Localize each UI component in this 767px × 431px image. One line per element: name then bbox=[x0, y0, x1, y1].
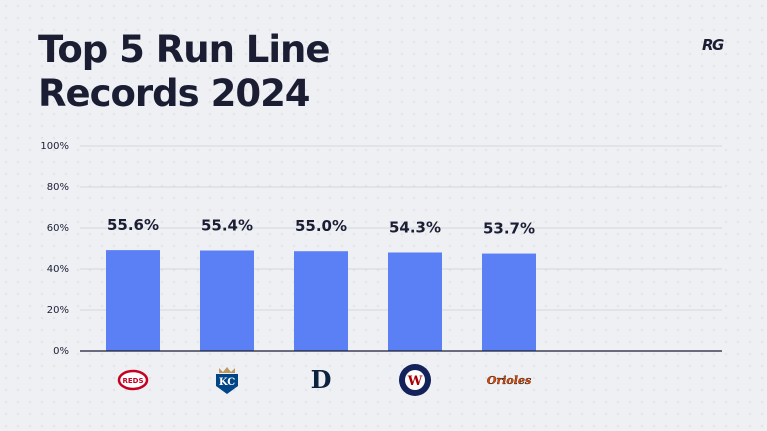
bar-nationals bbox=[388, 252, 442, 351]
svg-text:Orioles: Orioles bbox=[487, 374, 531, 387]
bars bbox=[106, 250, 536, 351]
team-icons: REDS KC D W Orioles bbox=[117, 364, 532, 396]
nationals-logo-icon: W bbox=[399, 364, 431, 396]
grid-lines bbox=[80, 145, 722, 311]
bar-value-labels: 55.6% 55.4% 55.0% 54.3% 53.7% bbox=[107, 216, 535, 237]
y-tick-label: 40% bbox=[47, 264, 69, 275]
svg-text:REDS: REDS bbox=[122, 377, 143, 385]
y-tick-label: 100% bbox=[40, 141, 69, 152]
bar-royals bbox=[200, 250, 254, 351]
royals-logo-icon: KC bbox=[216, 367, 238, 394]
y-tick-label: 60% bbox=[47, 223, 69, 234]
bar-value-label: 55.0% bbox=[295, 217, 347, 235]
reds-logo-icon: REDS bbox=[117, 369, 149, 391]
svg-text:D: D bbox=[311, 365, 332, 394]
y-tick-label: 20% bbox=[47, 305, 69, 316]
brand-logo: RG bbox=[702, 36, 724, 54]
bar-orioles bbox=[482, 253, 536, 351]
svg-text:KC: KC bbox=[219, 377, 235, 388]
svg-text:W: W bbox=[407, 374, 423, 389]
title-line-1: Top 5 Run Line bbox=[38, 28, 330, 71]
bar-value-label: 53.7% bbox=[483, 220, 535, 238]
y-tick-label: 80% bbox=[47, 182, 69, 193]
chart-title: Top 5 Run Line Records 2024 bbox=[38, 28, 438, 116]
bar-value-label: 54.3% bbox=[389, 218, 441, 236]
bar-tigers bbox=[294, 251, 348, 351]
bar-value-label: 55.4% bbox=[201, 216, 253, 234]
bar-value-label: 55.6% bbox=[107, 216, 159, 234]
bar-reds bbox=[106, 250, 160, 351]
tigers-logo-icon: D bbox=[311, 365, 332, 394]
y-tick-label: 0% bbox=[53, 346, 69, 357]
orioles-logo-icon: Orioles bbox=[487, 374, 532, 387]
y-axis-ticks: 0% 20% 40% 60% 80% 100% bbox=[40, 141, 69, 357]
title-line-2: Records 2024 bbox=[38, 72, 311, 115]
